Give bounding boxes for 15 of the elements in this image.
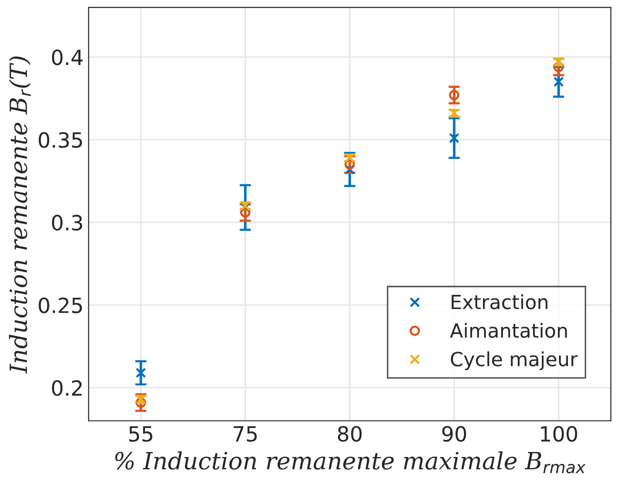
y-tick-label: 0.2 [52, 380, 82, 396]
y-axis-title: Induction remanente B$_{r}$(T) [8, 56, 31, 374]
x-axis-title: % Induction remanente maximale B$_{rmax}$ [115, 451, 586, 474]
legend-label: Cycle majeur [450, 351, 578, 370]
y-tick-label: 0.3 [52, 214, 82, 231]
x-tick-label: 90 [442, 426, 466, 442]
x-tick-label: 100 [541, 426, 578, 442]
legend-label: Aimantation [450, 322, 567, 338]
x-tick-label: 75 [234, 426, 257, 442]
y-tick-label: 0.35 [38, 132, 82, 148]
x-tick-label: 80 [338, 426, 362, 442]
x-tick-label: 55 [129, 426, 152, 442]
legend-label: Extraction [452, 294, 548, 310]
y-tick-label: 0.25 [38, 297, 82, 314]
y-tick-label: 0.4 [52, 49, 83, 66]
